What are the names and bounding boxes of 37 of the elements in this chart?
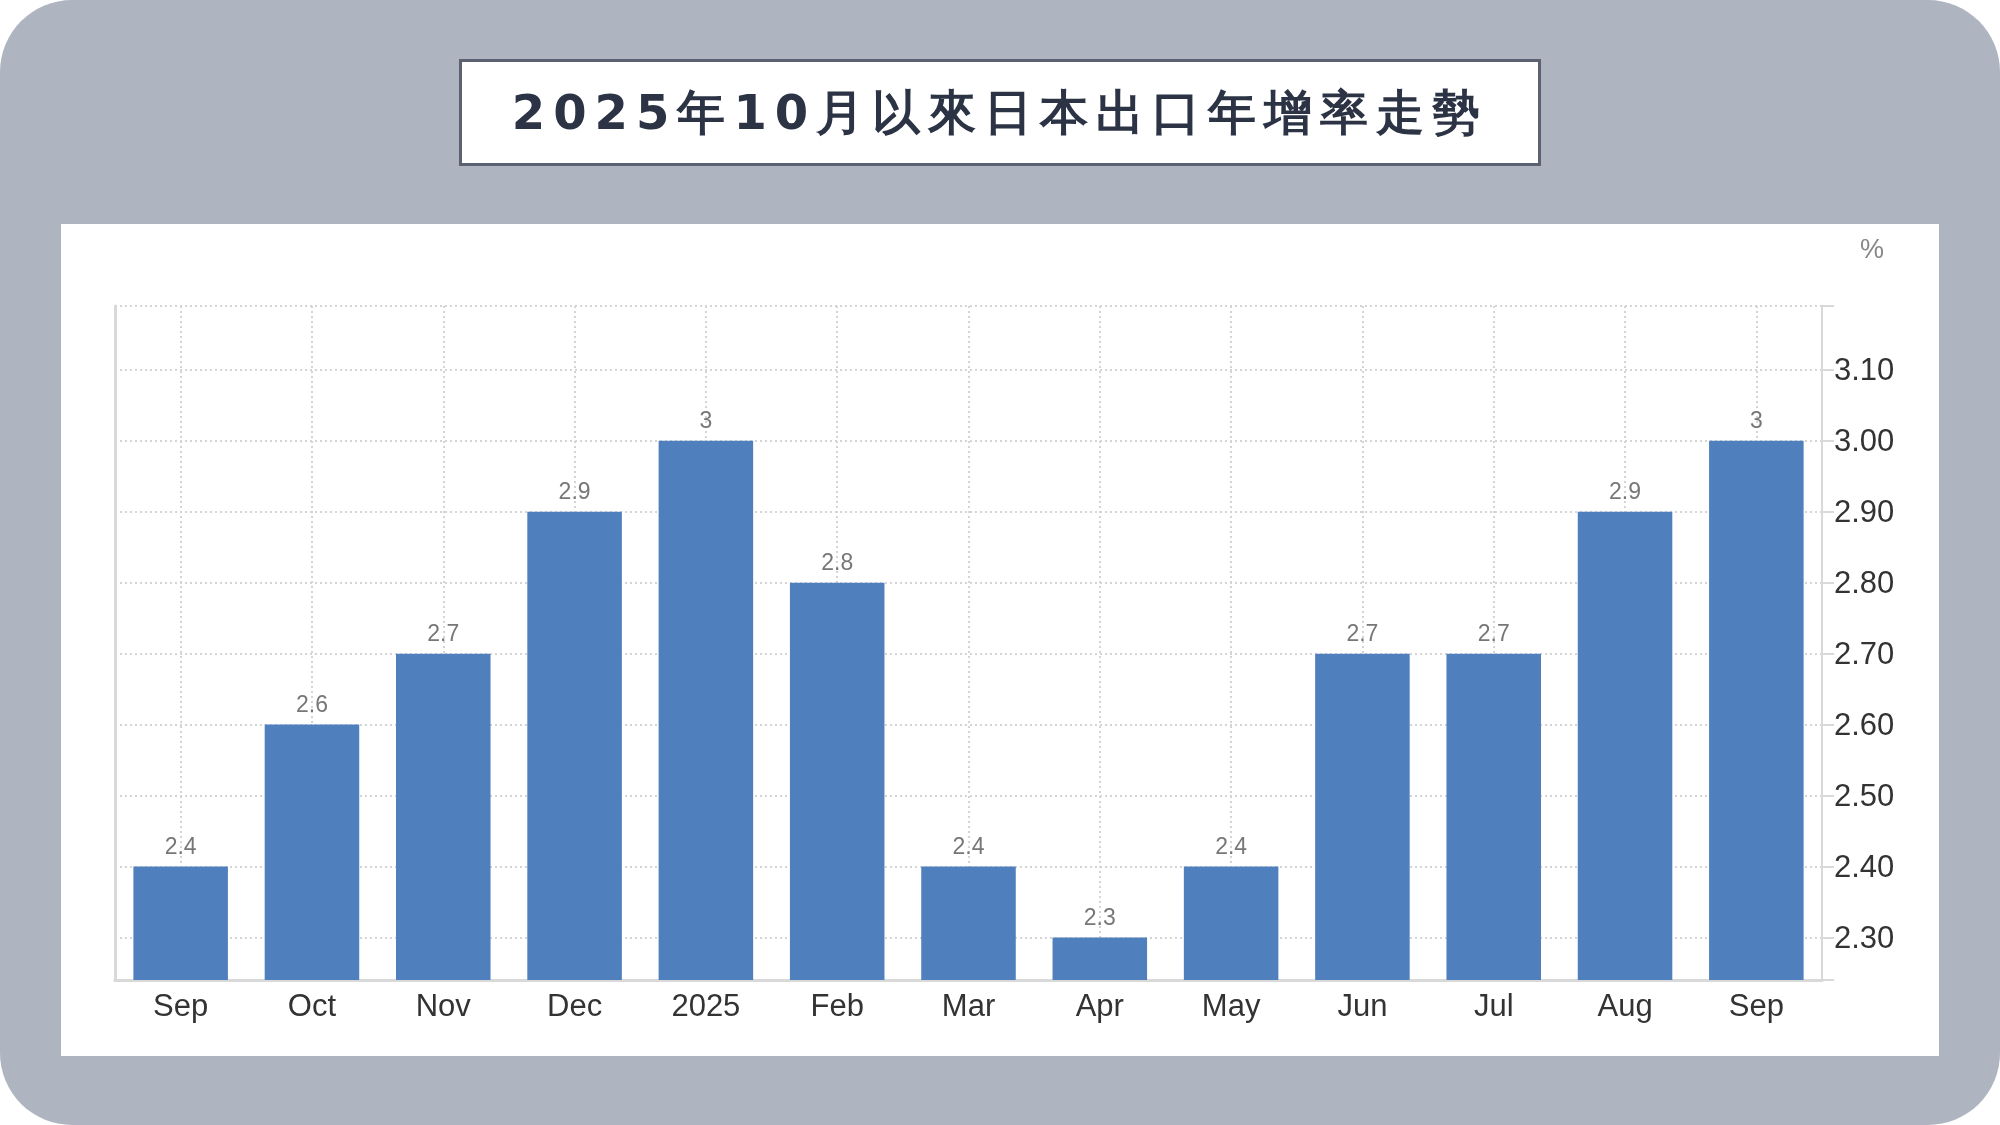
x-tick-label: Jun — [1337, 988, 1388, 1023]
data-label: 3 — [1749, 407, 1763, 434]
y-tick-label: 2.40 — [1834, 848, 1895, 884]
data-label: 2.4 — [1215, 832, 1248, 859]
y-tick-label: 2.80 — [1834, 565, 1895, 601]
data-label: 2.4 — [164, 832, 197, 859]
x-tick-label: Aug — [1597, 988, 1653, 1023]
x-tick-label: Mar — [941, 988, 996, 1023]
x-tick-label: Apr — [1075, 988, 1124, 1023]
y-tick-label: 2.60 — [1834, 707, 1895, 743]
y-tick-label: 3.00 — [1834, 423, 1895, 459]
y-axis-title: % — [1860, 233, 1885, 264]
x-tick-label: Feb — [810, 988, 864, 1023]
y-tick-label: 2.50 — [1834, 778, 1895, 814]
x-tick-label: Nov — [415, 988, 472, 1023]
chart-title: 2025年10月以來日本出口年增率走勢 — [459, 59, 1541, 166]
x-tick-label: Sep — [153, 988, 209, 1023]
x-tick-label: Jul — [1473, 988, 1514, 1023]
y-tick-label: 2.70 — [1834, 636, 1895, 672]
y-tick-label: 2.90 — [1834, 494, 1895, 530]
x-tick-label: Dec — [547, 988, 603, 1023]
x-tick-label: Oct — [287, 988, 337, 1023]
x-tick-label: May — [1201, 988, 1261, 1023]
data-label: 2.7 — [427, 620, 460, 647]
data-label: 2.7 — [1477, 620, 1510, 647]
data-label: 2.3 — [1083, 903, 1116, 930]
x-tick-label: Sep — [1728, 988, 1784, 1023]
data-label: 3 — [699, 407, 713, 434]
x-tick-label: 2025 — [671, 988, 741, 1023]
data-label: 2.9 — [558, 478, 591, 505]
data-label: 2.7 — [1346, 620, 1379, 647]
data-label: 2.6 — [295, 691, 328, 718]
data-label: 2.8 — [821, 549, 854, 576]
y-tick-label: 2.30 — [1834, 919, 1895, 955]
y-tick-label: 3.10 — [1834, 352, 1895, 388]
data-label: 2.9 — [1609, 478, 1642, 505]
data-label: 2.4 — [952, 832, 985, 859]
